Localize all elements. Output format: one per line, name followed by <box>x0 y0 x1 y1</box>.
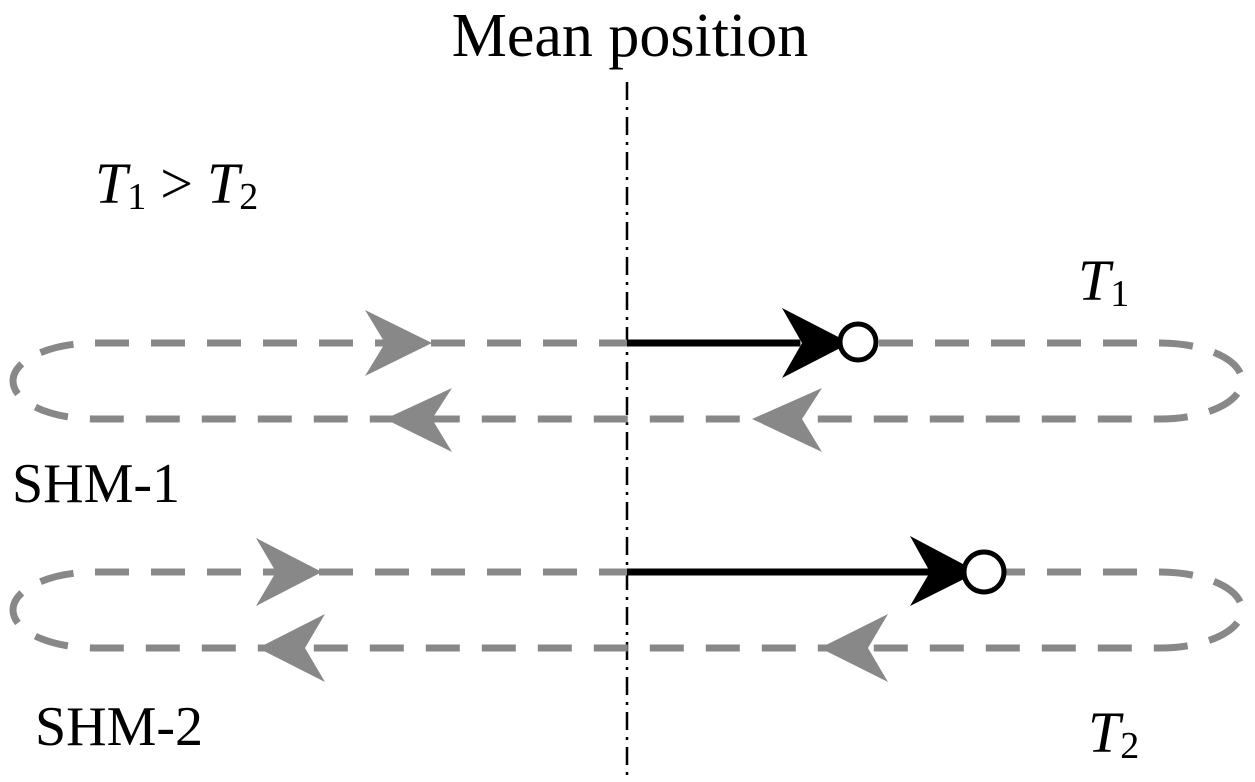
shm1-period-symbol: T <box>1078 248 1114 313</box>
period-relation: T1 > T2 <box>95 151 258 218</box>
shm2-displacement-arrowhead <box>910 536 978 606</box>
shm1-period-label: T1 <box>1078 248 1129 315</box>
period-t2-symbol: T <box>207 151 243 216</box>
shm2-period-subscript: 2 <box>1120 725 1139 767</box>
shm1-left-arrowhead-right <box>752 388 822 452</box>
shm1-label: SHM-1 <box>12 453 180 515</box>
shm1-path <box>9 339 1246 423</box>
shm1-period-subscript: 1 <box>1110 273 1129 315</box>
shm1-displacement-arrowhead <box>782 308 850 378</box>
shm2-left-arrowhead-left <box>258 614 325 682</box>
period-t2-subscript: 2 <box>239 176 258 218</box>
shm1-right-arrowhead <box>365 310 432 376</box>
shm2-right-arrowhead <box>256 538 322 606</box>
shm2-path <box>9 568 1246 652</box>
mean-position-title: Mean position <box>452 2 808 70</box>
shm1-group: SHM-1 T1 <box>9 248 1246 515</box>
shm2-particle <box>961 549 1007 595</box>
shm2-group: SHM-2 T2 <box>9 536 1246 767</box>
period-t1-subscript: 1 <box>127 176 146 218</box>
shm2-period-symbol: T <box>1088 700 1124 765</box>
shm1-left-arrowhead-left <box>385 388 452 452</box>
shm2-period-label: T2 <box>1088 700 1139 767</box>
greater-than-sign: > <box>160 151 193 216</box>
shm1-particle <box>837 321 879 363</box>
shm2-left-arrowhead-right <box>820 614 888 682</box>
shm2-label: SHM-2 <box>35 696 203 758</box>
period-t1-symbol: T <box>95 151 131 216</box>
